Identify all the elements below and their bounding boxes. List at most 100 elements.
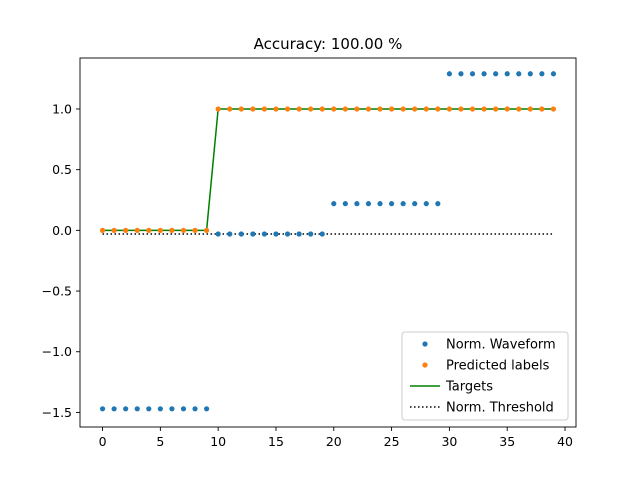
data-point-s0-34: [493, 71, 499, 77]
data-point-s0-2: [123, 406, 129, 412]
data-point-s1-27: [412, 106, 418, 112]
data-point-s1-25: [388, 106, 395, 112]
plot-area: [99, 71, 557, 412]
data-point-s0-38: [539, 71, 545, 77]
data-point-s1-7: [180, 227, 187, 233]
data-point-s0-9: [204, 406, 210, 412]
data-point-s0-20: [331, 201, 337, 207]
data-point-s1-20: [331, 106, 337, 112]
chart-title: Accuracy: 100.00 %: [254, 35, 403, 53]
data-point-s1-29: [435, 106, 441, 112]
data-point-s0-6: [169, 406, 175, 412]
data-point-s0-0: [99, 406, 106, 412]
x-tick-label-2: 10: [210, 434, 226, 449]
data-point-s0-18: [308, 231, 314, 237]
data-point-s1-34: [493, 106, 499, 112]
data-point-s0-39: [550, 71, 557, 77]
data-point-s1-30: [446, 106, 452, 112]
data-point-s1-37: [527, 106, 533, 112]
data-point-s1-16: [284, 106, 291, 112]
data-point-s0-22: [354, 201, 360, 207]
data-point-s0-7: [180, 406, 187, 412]
data-point-s1-13: [250, 106, 256, 112]
x-tick-label-6: 30: [441, 434, 457, 449]
data-point-s0-30: [446, 71, 452, 77]
y-tick-label-0: −1.5: [42, 405, 72, 420]
data-point-s1-0: [99, 227, 106, 233]
data-point-s0-17: [296, 231, 302, 237]
data-point-s1-9: [204, 227, 210, 233]
data-point-s1-15: [273, 106, 279, 112]
data-point-s0-12: [238, 231, 244, 237]
data-point-s1-17: [296, 106, 302, 112]
legend-box: [401, 331, 569, 421]
data-point-s1-22: [354, 106, 360, 112]
data-point-s0-28: [423, 201, 429, 207]
data-point-s0-25: [388, 201, 395, 207]
data-point-s1-1: [111, 227, 117, 233]
legend-label-1: Predicted labels: [446, 359, 550, 374]
data-point-s0-24: [377, 201, 383, 207]
data-point-s0-8: [192, 406, 198, 412]
data-point-s0-37: [527, 71, 533, 77]
data-point-s0-35: [504, 71, 510, 77]
x-tick-label-7: 35: [499, 434, 515, 449]
y-tick-label-3: 0.0: [52, 223, 72, 238]
data-point-s1-14: [261, 106, 268, 112]
data-point-s0-31: [458, 71, 464, 77]
data-point-s1-4: [146, 227, 152, 233]
data-point-s0-26: [400, 201, 406, 207]
y-tick-label-4: 0.5: [52, 162, 72, 177]
data-point-s0-27: [412, 201, 418, 207]
data-point-s1-5: [157, 227, 163, 233]
data-point-s0-16: [284, 231, 291, 237]
x-tick-label-3: 15: [268, 434, 284, 449]
data-point-s0-14: [261, 231, 268, 237]
data-point-s0-11: [227, 231, 233, 237]
data-point-s0-5: [157, 406, 163, 412]
data-point-s1-28: [423, 106, 429, 112]
data-point-s1-38: [539, 106, 545, 112]
data-point-s0-32: [469, 71, 476, 77]
data-point-s1-8: [192, 227, 198, 233]
data-point-s1-26: [400, 106, 406, 112]
data-point-s1-32: [469, 106, 476, 112]
data-point-s0-29: [435, 201, 441, 207]
axes: 0 5 10 15 20 25 30 35 40 −1.5 −1.0 −0.5 0.0 0.5 1.0: [42, 57, 577, 449]
series-line-2: [102, 108, 554, 232]
data-point-s1-24: [377, 106, 383, 112]
data-point-s1-36: [516, 106, 522, 112]
data-point-s1-6: [169, 227, 175, 233]
legend-label-2: Targets: [445, 380, 493, 395]
data-point-s0-19: [319, 231, 325, 237]
data-point-s1-39: [550, 106, 557, 112]
data-point-s0-23: [365, 201, 372, 207]
data-point-s1-33: [481, 106, 487, 112]
data-point-s0-3: [134, 406, 140, 412]
data-point-s1-12: [238, 106, 244, 112]
data-point-s0-15: [273, 231, 279, 237]
y-tick-label-1: −1.0: [42, 344, 72, 359]
legend-label-3: Norm. Threshold: [446, 401, 554, 416]
legend-marker-1: [422, 362, 428, 368]
data-point-s1-18: [308, 106, 314, 112]
x-tick-label-0: 0: [99, 434, 107, 449]
data-point-s0-36: [516, 71, 522, 77]
data-point-s0-13: [250, 231, 256, 237]
data-point-s1-11: [227, 106, 233, 112]
data-point-s1-19: [319, 106, 325, 112]
data-point-s1-35: [504, 106, 510, 112]
data-point-s1-2: [123, 227, 129, 233]
data-point-s0-10: [215, 231, 221, 237]
y-tick-label-5: 1.0: [52, 101, 72, 116]
x-tick-label-1: 5: [156, 434, 164, 449]
legend-label-0: Norm. Waveform: [446, 338, 556, 353]
data-point-s0-21: [342, 201, 348, 207]
legend: Norm. Waveform Predicted labels Targets Nor…: [401, 331, 569, 421]
data-point-s1-10: [215, 106, 221, 112]
data-point-s0-1: [111, 406, 117, 412]
y-tick-label-2: −0.5: [42, 284, 72, 299]
data-point-s1-3: [134, 227, 140, 233]
data-point-s0-4: [146, 406, 152, 412]
